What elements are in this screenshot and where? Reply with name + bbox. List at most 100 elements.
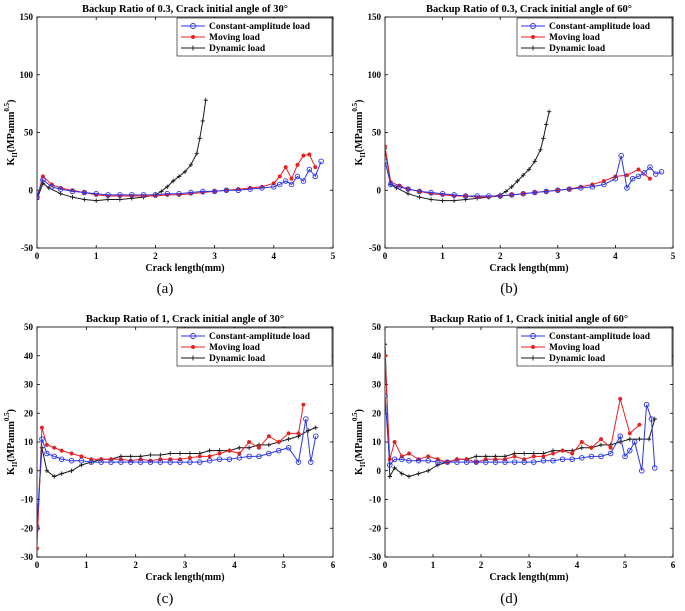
legend-marker-constant [190,333,196,339]
data-point-dynamic [79,462,84,468]
data-point-constant [588,453,595,460]
data-point-dynamic [165,184,170,189]
data-point-dynamic [197,136,202,141]
series-line-constant [37,418,317,529]
data-point-constant [451,192,457,198]
data-point-constant [578,185,584,191]
data-point-dynamic [58,191,63,196]
data-point-constant [188,189,194,196]
data-point-dynamic [426,468,431,473]
data-point-constant [256,453,262,460]
data-point-constant [406,457,412,464]
data-point-constant [473,459,479,465]
y-label-superscript: 0.5 [351,102,359,111]
data-point-constant [648,416,655,422]
data-point-dynamic [579,445,584,450]
y-label-subscript: II [11,461,19,467]
y-tick-label: -30 [21,552,33,562]
data-point-dynamic [538,147,543,153]
y-label-superscript: 0.5 [3,102,11,111]
data-point-constant [415,457,422,464]
y-label-close: ) [354,409,365,412]
data-point-dynamic [158,452,163,458]
data-point-moving [385,353,388,358]
data-point-constant [69,188,76,195]
data-point-constant [579,455,585,461]
y-tick-label: 10 [372,437,382,447]
data-point-moving [69,451,74,456]
data-point-dynamic [428,197,434,202]
data-point-dynamic [546,109,552,114]
data-point-dynamic [246,445,252,450]
data-point-dynamic [627,436,632,442]
x-tick-label: 3 [556,251,561,261]
series-layer [385,342,658,479]
data-point-constant [639,468,645,474]
data-point-moving [266,434,271,439]
legend-marker-dynamic [530,45,536,51]
y-label-main: K [6,467,17,475]
data-point-constant [312,433,319,440]
data-point-constant [282,178,289,184]
data-point-dynamic [176,174,182,179]
x-tick-label: 3 [527,560,532,570]
data-point-constant [425,457,431,464]
data-point-dynamic [170,178,176,184]
x-tick-label: 1 [440,251,445,261]
data-point-constant [629,175,636,182]
y-label-main: K [6,157,17,165]
panel-caption: (d) [500,591,518,607]
data-point-dynamic [406,474,412,479]
x-tick-label: 2 [153,251,158,261]
data-point-constant [200,188,206,195]
data-point-constant [312,173,318,180]
data-point-moving [385,144,388,149]
legend-marker-dynamic [190,355,196,361]
data-point-constant [391,456,398,463]
x-tick-label: 2 [479,560,484,570]
y-axis-label: KII(MPamm0.5) [3,409,19,475]
data-point-moving [247,439,252,445]
y-tick-label: 20 [372,408,382,418]
data-point-moving [295,162,300,167]
data-point-dynamic [182,169,188,174]
data-point-dynamic [187,451,193,456]
y-tick-label: 30 [24,380,34,390]
data-point-constant [236,455,243,461]
data-point-moving [426,454,431,459]
data-point-dynamic [399,471,404,476]
data-point-constant [266,450,272,457]
y-tick-label: 150 [20,12,34,22]
data-point-constant [152,192,159,198]
data-point-dynamic [70,194,75,200]
legend-marker-moving [531,345,535,349]
x-tick-label: 2 [498,251,503,261]
data-point-constant [531,459,537,465]
data-point-moving [276,439,281,445]
data-point-constant [532,189,538,196]
data-point-dynamic [521,173,526,178]
data-point-dynamic [128,454,133,459]
data-point-constant [58,456,65,463]
data-point-constant [300,178,307,184]
data-point-constant [652,171,659,177]
chart-panel-4: 0 1 2 3 4 5 6 -30 -20 -10 0 10 20 30 40 50 Backup Ratio … [351,314,676,583]
x-tick-label: 4 [232,560,237,570]
y-tick-label: 0 [377,185,382,195]
data-point-constant [128,192,135,198]
data-point-moving [197,454,202,459]
y-tick-label: -30 [369,552,381,562]
data-point-moving [217,451,222,456]
y-tick-label: 30 [372,380,382,390]
x-tick-label: 4 [575,560,580,570]
data-point-moving [608,445,613,450]
data-point-constant [108,459,114,465]
series-layer [37,97,324,203]
legend-label-moving: Moving load [549,33,601,43]
y-tick-label: -50 [369,243,381,253]
data-point-moving [636,167,641,172]
data-point-dynamic [177,451,183,456]
x-tick-label: 0 [383,251,388,261]
data-point-constant [247,186,253,192]
